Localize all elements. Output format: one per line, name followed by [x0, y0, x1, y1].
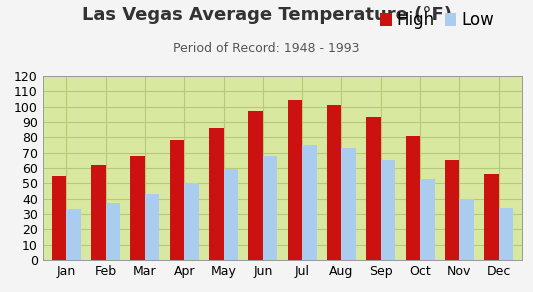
Bar: [327, 105, 342, 260]
Text: Period of Record: 1948 - 1993: Period of Record: 1948 - 1993: [173, 42, 360, 55]
Bar: [381, 160, 395, 260]
Bar: [406, 136, 420, 260]
Text: Las Vegas Average Temperature (°F): Las Vegas Average Temperature (°F): [82, 6, 451, 24]
Bar: [366, 117, 381, 260]
Bar: [459, 199, 474, 260]
Bar: [184, 183, 199, 260]
Bar: [131, 156, 145, 260]
Bar: [302, 145, 317, 260]
Bar: [145, 194, 159, 260]
Bar: [169, 140, 184, 260]
Bar: [342, 148, 356, 260]
Bar: [66, 209, 81, 260]
Bar: [263, 156, 277, 260]
Bar: [106, 203, 120, 260]
Bar: [484, 174, 499, 260]
Bar: [288, 100, 302, 260]
Bar: [52, 175, 66, 260]
Bar: [223, 169, 238, 260]
Bar: [209, 128, 223, 260]
Bar: [420, 179, 434, 260]
Legend: High, Low: High, Low: [380, 11, 494, 29]
Bar: [499, 208, 513, 260]
Bar: [445, 160, 459, 260]
Bar: [248, 111, 263, 260]
Bar: [91, 165, 106, 260]
